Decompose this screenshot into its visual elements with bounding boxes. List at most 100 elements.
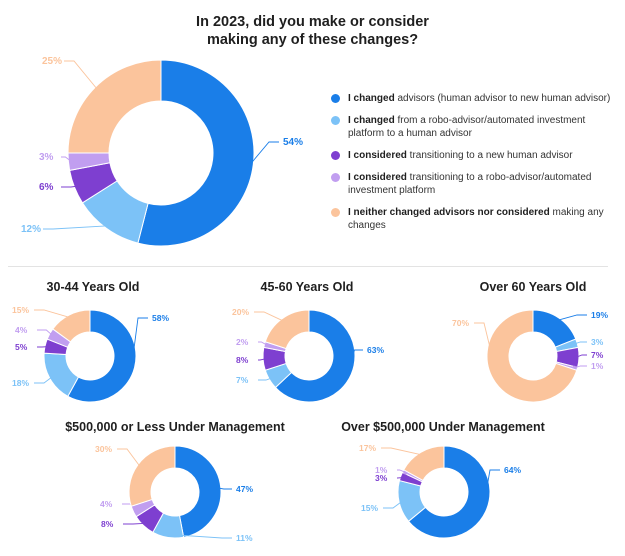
data-label-overall-considered-human: 6% bbox=[39, 182, 54, 193]
leader-line-500k-or-less-considered-human bbox=[123, 522, 146, 525]
leader-line-500k-or-less-neither bbox=[117, 448, 141, 467]
data-label-45-60-considered-human: 8% bbox=[236, 355, 249, 365]
leader-dot-30-44-changed-human bbox=[129, 364, 134, 369]
leader-dot-overall-changed-human bbox=[248, 162, 253, 167]
legend-bold: I changed bbox=[348, 115, 395, 126]
data-label-500k-or-less-neither: 30% bbox=[95, 444, 112, 454]
slice-500k-or-less-neither bbox=[128, 445, 176, 507]
data-label-overall-considered-robo: 3% bbox=[39, 152, 54, 163]
leader-dot-30-44-changed-robo bbox=[50, 374, 55, 379]
legend-swatch-considered-human bbox=[331, 151, 340, 160]
leader-dot-overall-considered-human bbox=[75, 183, 80, 189]
data-label-over-500k-considered-robo: 1% bbox=[375, 465, 388, 475]
leader-line-30-44-neither bbox=[34, 309, 71, 319]
data-label-over-500k-considered-human: 3% bbox=[375, 473, 388, 483]
data-label-30-44-considered-human: 5% bbox=[15, 342, 28, 352]
leader-dot-overall-neither bbox=[95, 87, 100, 92]
leader-dot-30-44-neither bbox=[68, 315, 73, 320]
main-title-line-2: making any of these changes? bbox=[206, 32, 419, 48]
data-label-45-60-changed-human: 63% bbox=[367, 345, 384, 355]
leader-line-over-60-changed-human bbox=[557, 314, 587, 321]
legend-text: transitioning to a robo-advisor/automate… bbox=[348, 172, 592, 196]
chart-title-45-60: 45-60 Years Old bbox=[260, 280, 354, 294]
chart-title-over-500k: Over $500,000 Under Management bbox=[341, 420, 545, 434]
leader-line-45-60-neither bbox=[254, 311, 284, 322]
data-label-over-60-changed-robo: 3% bbox=[591, 337, 604, 347]
data-label-over-500k-changed-robo: 15% bbox=[361, 503, 378, 513]
leader-dot-500k-or-less-changed-robo bbox=[166, 532, 171, 537]
legend-item-considered-robo: I considered transitioning to a robo-adv… bbox=[331, 171, 616, 197]
data-label-500k-or-less-considered-robo: 4% bbox=[100, 499, 113, 509]
slice-over-500k-changed-human bbox=[407, 445, 491, 539]
leader-dot-500k-or-less-changed-human bbox=[215, 485, 221, 491]
slice-over-500k-neither bbox=[403, 445, 445, 482]
leader-dot-45-60-considered-robo bbox=[265, 343, 270, 348]
leader-dot-over-500k-changed-robo bbox=[399, 499, 405, 504]
legend-text: making any changes bbox=[348, 207, 604, 231]
leader-line-over-500k-changed-human bbox=[482, 469, 500, 511]
legend-bold: I considered bbox=[348, 150, 407, 161]
leader-line-45-60-considered-robo bbox=[258, 341, 268, 346]
leader-line-30-44-changed-human bbox=[131, 317, 148, 367]
leader-dot-overall-changed-robo bbox=[105, 223, 111, 229]
slice-over-60-neither bbox=[486, 309, 578, 403]
leader-line-500k-or-less-changed-robo bbox=[168, 534, 232, 539]
legend-bold: I changed bbox=[348, 93, 395, 104]
main-title-line-1: In 2023, did you make or consider bbox=[196, 14, 429, 30]
leader-dot-over-500k-considered-human bbox=[401, 475, 406, 480]
leader-dot-45-60-changed-robo bbox=[269, 375, 275, 381]
data-label-500k-or-less-changed-robo: 11% bbox=[236, 533, 253, 543]
slice-45-60-neither bbox=[264, 309, 310, 350]
leader-dot-45-60-neither bbox=[281, 319, 286, 324]
donut-overall: 54% 12% 6% 3% 25% bbox=[21, 56, 303, 247]
leader-dot-over-60-neither bbox=[496, 379, 501, 384]
leader-dot-over-60-considered-human bbox=[573, 355, 579, 360]
leader-dot-500k-or-less-considered-human bbox=[143, 521, 148, 526]
leader-dot-over-60-changed-robo bbox=[572, 341, 577, 347]
donut-over-60: 19% 3% 7%1% 70% bbox=[452, 309, 608, 403]
chart-title-over-60: Over 60 Years Old bbox=[479, 280, 587, 294]
leader-dot-over-500k-changed-human bbox=[480, 508, 486, 513]
leader-line-over-60-neither bbox=[474, 322, 499, 382]
data-label-30-44-changed-robo: 18% bbox=[12, 378, 29, 388]
data-label-overall-neither: 25% bbox=[42, 56, 62, 67]
data-label-over-500k-neither: 17% bbox=[359, 443, 376, 453]
data-label-45-60-considered-robo: 2% bbox=[236, 337, 249, 347]
leader-dot-overall-considered-robo bbox=[69, 159, 74, 164]
legend-item-changed-robo: I changed from a robo-advisor/automated … bbox=[331, 114, 616, 140]
legend-swatch-changed-robo bbox=[331, 116, 340, 125]
main-title: In 2023, did you make or consider making… bbox=[0, 13, 625, 49]
data-label-over-60-changed-human: 19% bbox=[591, 310, 608, 320]
leader-line-30-44-changed-robo bbox=[34, 376, 53, 384]
data-label-30-44-considered-robo: 4% bbox=[15, 325, 28, 335]
data-label-over-500k-changed-human: 64% bbox=[504, 465, 521, 475]
data-label-overall-changed-robo: 12% bbox=[21, 224, 41, 235]
legend-bold: I neither changed advisors nor considere… bbox=[348, 207, 550, 218]
leader-line-overall-considered-robo bbox=[61, 156, 72, 162]
leader-line-over-500k-changed-robo bbox=[383, 501, 403, 509]
legend-item-considered-human: I considered transitioning to a new huma… bbox=[331, 149, 616, 162]
data-label-500k-or-less-considered-human: 8% bbox=[101, 519, 114, 529]
leader-line-overall-neither bbox=[64, 60, 98, 90]
legend-text: advisors (human advisor to new human adv… bbox=[394, 93, 611, 104]
legend-item-neither: I neither changed advisors nor considere… bbox=[331, 206, 616, 232]
slice-overall-neither bbox=[67, 59, 162, 154]
leader-line-overall-changed-human bbox=[249, 141, 279, 165]
data-label-45-60-changed-robo: 7% bbox=[236, 375, 249, 385]
data-label-45-60-neither: 20% bbox=[232, 307, 249, 317]
slice-500k-or-less-changed-human bbox=[174, 445, 222, 538]
legend-swatch-considered-robo bbox=[331, 173, 340, 182]
slice-45-60-changed-human bbox=[274, 309, 356, 403]
legend-swatch-neither bbox=[331, 208, 340, 217]
leader-line-over-500k-neither bbox=[381, 447, 423, 456]
data-label-30-44-changed-human: 58% bbox=[152, 313, 169, 323]
leader-dot-over-60-changed-human bbox=[554, 318, 560, 323]
data-label-over-60-considered-human: 7% bbox=[591, 350, 604, 360]
legend-bold: I considered bbox=[348, 172, 407, 183]
leader-line-overall-changed-robo bbox=[43, 225, 109, 230]
leader-dot-500k-or-less-considered-robo bbox=[133, 508, 139, 513]
leader-line-45-60-changed-human bbox=[348, 349, 363, 374]
donut-500k-or-less: 47% 11% 8% 4% 30% bbox=[95, 444, 253, 543]
data-label-over-60-neither: 70% bbox=[452, 318, 469, 328]
